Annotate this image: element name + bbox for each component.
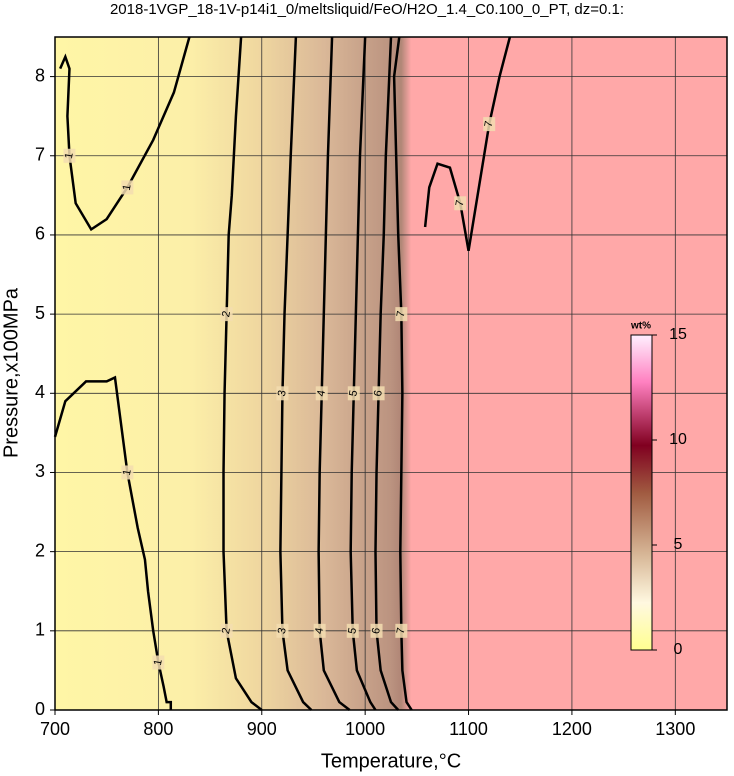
- y-tick-label: 1: [35, 620, 45, 640]
- contour-label-bg: [370, 623, 383, 638]
- colorbar-tick-label: 5: [674, 536, 683, 553]
- x-tick-label: 800: [143, 719, 173, 739]
- colorbar: [630, 334, 653, 651]
- contour-line: [423, 36, 512, 251]
- contour-label: 5: [347, 389, 360, 397]
- x-tick-label: 1300: [655, 719, 695, 739]
- y-tick-label: 7: [35, 145, 45, 165]
- contour-label-bg: [276, 386, 289, 401]
- contour-label-bg: [220, 623, 233, 638]
- contour-label: 7: [395, 627, 408, 635]
- contour-label-bg: [395, 307, 408, 322]
- y-tick-label: 6: [35, 224, 45, 244]
- colorbar-tick-label: 10: [669, 431, 687, 448]
- contour-line: [317, 36, 351, 711]
- y-axis-label: Pressure,x100MPa: [0, 287, 22, 458]
- contour-label-bg: [483, 117, 496, 132]
- x-tick-label: 1200: [552, 719, 592, 739]
- contour-line: [392, 36, 413, 711]
- contour-line: [59, 36, 191, 232]
- contour-line: [53, 375, 173, 710]
- y-tick-label: 3: [35, 461, 45, 481]
- y-tick-label: 5: [35, 303, 45, 323]
- y-tick-label: 2: [35, 540, 45, 560]
- contour-label-bg: [395, 623, 408, 638]
- x-tick-label: 900: [247, 719, 277, 739]
- contour-label-bg: [152, 655, 165, 670]
- contour-label-bg: [220, 307, 233, 322]
- x-tick-label: 1000: [345, 719, 385, 739]
- x-axis-label: Temperature,°C: [321, 750, 461, 772]
- contour-label-bg: [372, 386, 385, 401]
- contour-label-bg: [315, 386, 328, 401]
- contour-label: 1: [63, 152, 76, 160]
- contour-label-bg: [454, 196, 467, 211]
- colorbar-tick-label: 15: [669, 326, 687, 343]
- y-tick-label: 0: [35, 699, 45, 719]
- contour-label-bg: [121, 180, 134, 195]
- contour-line: [222, 36, 263, 711]
- contour-line: [279, 36, 313, 711]
- contour-label: 1: [121, 468, 134, 476]
- contour-label: 3: [276, 389, 289, 397]
- contour-label: 4: [315, 389, 328, 397]
- colorbar-label: wt%: [630, 321, 651, 332]
- contour-label-bg: [63, 148, 76, 163]
- contour-label: 7: [483, 120, 496, 128]
- contour-label: 7: [395, 310, 408, 318]
- contour-label: 6: [370, 627, 383, 635]
- contour-line: [349, 36, 377, 711]
- chart-title: 2018-1VGP_18-1V-p14i1_0/meltsliquid/FeO/…: [110, 1, 624, 18]
- contour-label: 2: [220, 627, 233, 635]
- contour-label-bg: [346, 623, 359, 638]
- contour-label: 1: [121, 183, 134, 191]
- contour-label-bg: [121, 465, 134, 480]
- contour-label: 2: [220, 310, 233, 318]
- plot-frame: [54, 36, 728, 711]
- x-tick-label: 1100: [449, 719, 488, 739]
- x-tick-label: 700: [40, 719, 70, 739]
- contour-label: 5: [346, 627, 359, 635]
- contour-label: 7: [454, 199, 467, 207]
- colorbar-tick-label: 0: [674, 641, 683, 658]
- contour-label: 3: [276, 627, 289, 635]
- contour-label: 4: [313, 627, 326, 635]
- contour-label: 1: [152, 658, 165, 666]
- y-tick-label: 4: [35, 382, 45, 402]
- contour-label-bg: [313, 623, 326, 638]
- contour-label-bg: [347, 386, 360, 401]
- plot-background: [55, 37, 727, 710]
- y-tick-label: 8: [35, 65, 45, 85]
- contour-label-bg: [276, 623, 289, 638]
- contour-label: 6: [372, 389, 385, 397]
- contour-line: [374, 36, 400, 711]
